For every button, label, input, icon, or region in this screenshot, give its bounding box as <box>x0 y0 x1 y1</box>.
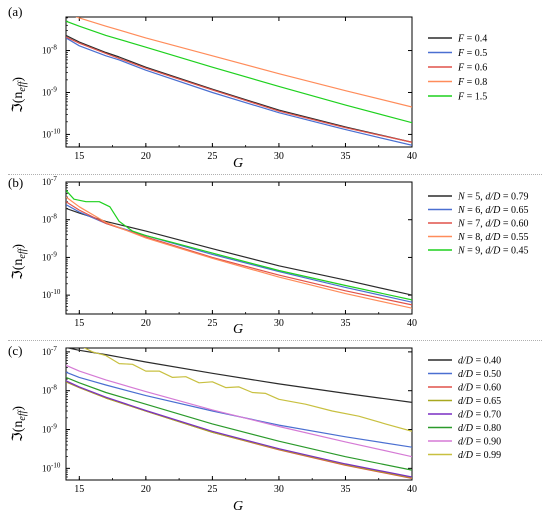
legend-entry: N = 5, d/D = 0.79 <box>457 192 528 203</box>
series-line-3 <box>66 36 412 143</box>
series-line-5 <box>66 189 412 301</box>
x-axis-label: G <box>233 322 243 337</box>
series-line-1 <box>66 207 412 296</box>
x-tick-label: 30 <box>274 484 284 495</box>
legend-entry: N = 7, d/D = 0.60 <box>457 219 528 230</box>
legend-entry: N = 6, d/D = 0.65 <box>457 205 528 216</box>
x-tick-label: 15 <box>74 484 84 495</box>
legend-entry: d/D = 0.40 <box>458 356 501 367</box>
series-line-6 <box>66 376 412 471</box>
chart-panel-1: (a) 15 20 25 30 35 40 10-8 10-9 10-10 ℑ(neff) G F = … <box>8 4 487 171</box>
y-tick-label: 10-10 <box>42 127 61 139</box>
x-tick-label: 35 <box>340 484 350 495</box>
y-axis-label: ℑ(neff) <box>11 244 28 280</box>
legend-entry: F = 1.5 <box>457 92 487 103</box>
x-axis-label: G <box>233 156 243 171</box>
series-line-1 <box>66 348 412 403</box>
x-tick-label: 40 <box>407 151 417 162</box>
y-tick-label: 10-7 <box>42 175 57 187</box>
y-axis-label: ℑ(neff) <box>11 77 28 113</box>
series-group <box>66 17 412 146</box>
x-tick-label: 30 <box>274 318 284 329</box>
plot-frame <box>65 181 413 315</box>
x-tick-label: 25 <box>207 151 217 162</box>
plot-frame <box>65 347 413 481</box>
x-tick-label: 20 <box>141 484 151 495</box>
series-group <box>66 189 412 309</box>
y-tick-label: 10-9 <box>42 423 57 435</box>
series-line-5 <box>66 20 412 124</box>
chart-panel-3: (c) 15 20 25 30 35 40 10-7 10-8 10-9 10-10 ℑ(neff) G… <box>8 343 501 514</box>
panel-label: (a) <box>8 4 22 19</box>
legend-entry: d/D = 0.90 <box>458 437 501 448</box>
x-tick-label: 20 <box>141 151 151 162</box>
legend-entry: d/D = 0.50 <box>458 369 501 380</box>
legend-entry: d/D = 0.60 <box>458 383 501 394</box>
series-line-3 <box>66 201 412 306</box>
y-tick-label: 10-10 <box>42 288 61 300</box>
series-line-5 <box>66 380 412 478</box>
legend-entry: d/D = 0.99 <box>458 450 501 461</box>
legend-entry: d/D = 0.80 <box>458 423 501 434</box>
y-tick-label: 10-8 <box>42 213 57 225</box>
series-line-4 <box>66 381 412 479</box>
legend-entry: F = 0.6 <box>457 63 487 74</box>
panel-divider-2 <box>8 340 542 341</box>
series-line-1 <box>66 34 412 143</box>
chart-panel-2: (b) 15 20 25 30 35 40 10-7 10-8 10-9 10-10 ℑ(neff) G… <box>8 175 528 337</box>
legend-entry: F = 0.4 <box>457 34 487 45</box>
legend-entry: F = 0.8 <box>457 77 487 88</box>
panel-divider-1 <box>8 174 542 175</box>
y-tick-label: 10-10 <box>42 461 61 473</box>
legend-entry: N = 9, d/D = 0.45 <box>457 246 528 257</box>
series-line-4 <box>75 17 412 108</box>
plot-frame <box>65 16 413 148</box>
series-line-2 <box>66 371 412 448</box>
x-tick-label: 35 <box>340 151 350 162</box>
series-line-7 <box>66 364 412 458</box>
y-tick-label: 10-9 <box>42 85 57 97</box>
x-tick-label: 25 <box>207 484 217 495</box>
legend-entry: d/D = 0.70 <box>458 410 501 421</box>
legend-entry: d/D = 0.65 <box>458 396 501 407</box>
x-tick-label: 25 <box>207 318 217 329</box>
x-tick-label: 20 <box>141 318 151 329</box>
series-line-2 <box>66 204 412 303</box>
y-axis-label: ℑ(neff) <box>11 406 28 442</box>
series-line-2 <box>66 37 412 146</box>
x-tick-label: 40 <box>407 318 417 329</box>
x-tick-label: 40 <box>407 484 417 495</box>
legend-entry: N = 8, d/D = 0.55 <box>457 232 528 243</box>
panel-label: (b) <box>8 175 23 190</box>
y-tick-label: 10-9 <box>42 250 57 262</box>
x-tick-label: 15 <box>74 318 84 329</box>
series-group <box>66 348 412 479</box>
series-line-4 <box>66 196 412 309</box>
series-line-8 <box>83 348 412 432</box>
y-tick-label: 10-8 <box>42 384 57 396</box>
x-axis-label: G <box>233 499 243 514</box>
y-tick-label: 10-8 <box>42 44 57 56</box>
legend-entry: F = 0.5 <box>457 48 487 59</box>
x-tick-label: 35 <box>340 318 350 329</box>
x-tick-label: 30 <box>274 151 284 162</box>
y-tick-label: 10-7 <box>42 345 57 357</box>
x-tick-label: 15 <box>74 151 84 162</box>
panel-label: (c) <box>8 343 22 358</box>
